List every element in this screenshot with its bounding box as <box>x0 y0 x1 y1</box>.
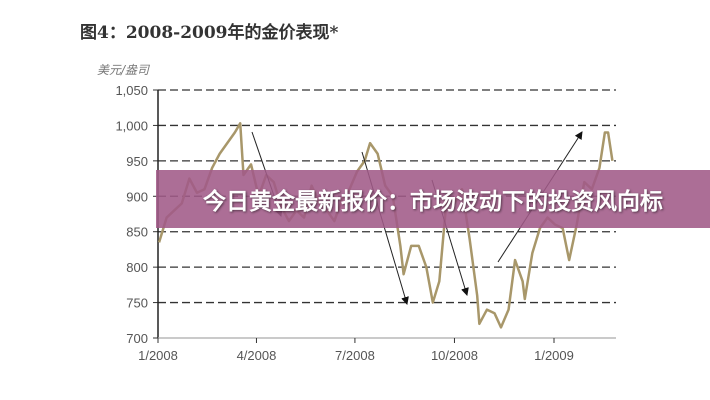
x-tick-label: 10/2008 <box>431 348 478 363</box>
chart-title: 图4：2008-2009年的金价表现* <box>80 23 339 43</box>
x-tick-label: 4/2008 <box>237 348 277 363</box>
y-tick-label: 750 <box>126 296 148 311</box>
y-tick-label: 1,050 <box>115 83 148 98</box>
y-axis-label: 美元/盎司 <box>97 63 150 77</box>
y-tick-label: 900 <box>126 189 148 204</box>
x-tick-label: 1/2008 <box>138 348 178 363</box>
y-tick-label: 850 <box>126 225 148 240</box>
headline-banner: 今日黄金最新报价：市场波动下的投资风向标 <box>156 170 710 228</box>
x-tick-label: 7/2008 <box>335 348 375 363</box>
y-tick-label: 800 <box>126 260 148 275</box>
y-tick-label: 950 <box>126 154 148 169</box>
y-tick-label: 1,000 <box>115 118 148 133</box>
headline-text: 今日黄金最新报价：市场波动下的投资风向标 <box>203 189 663 215</box>
y-tick-label: 700 <box>126 331 148 346</box>
x-tick-label: 1/2009 <box>534 348 574 363</box>
